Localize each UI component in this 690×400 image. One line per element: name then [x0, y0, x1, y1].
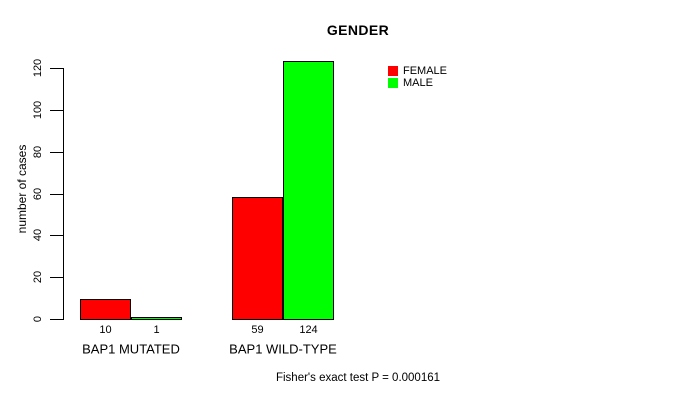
- y-tick-label-0: 0: [32, 315, 44, 323]
- y-tick-0: [50, 319, 63, 320]
- bar-female-bap1-wild-type: [232, 197, 283, 320]
- y-tick-label-80: 80: [32, 145, 44, 159]
- y-tick-80: [50, 152, 63, 153]
- legend-item-female: FEMALE: [388, 65, 447, 77]
- y-tick-60: [50, 194, 63, 195]
- y-tick-20: [50, 277, 63, 278]
- category-label-bap1-mutated: BAP1 MUTATED: [82, 341, 180, 357]
- y-tick-120: [50, 68, 63, 69]
- legend: FEMALE MALE: [388, 65, 447, 89]
- bar-value-male-bap1-mutated: 1: [153, 324, 160, 336]
- bar-value-female-bap1-mutated: 10: [99, 324, 112, 336]
- y-tick-40: [50, 235, 63, 236]
- bar-value-female-bap1-wild-type: 59: [251, 324, 264, 336]
- y-tick-label-60: 60: [32, 187, 44, 201]
- category-label-bap1-wild-type: BAP1 WILD-TYPE: [229, 341, 337, 357]
- y-axis-line: [63, 68, 64, 320]
- bar-male-bap1-mutated: [131, 317, 182, 320]
- legend-item-male: MALE: [388, 77, 447, 89]
- fisher-test-annotation: Fisher's exact test P = 0.000161: [275, 372, 441, 384]
- y-tick-100: [50, 110, 63, 111]
- y-axis-label: number of cases: [15, 144, 29, 234]
- legend-label-female: FEMALE: [403, 65, 448, 77]
- y-tick-label-20: 20: [32, 270, 44, 284]
- legend-label-male: MALE: [403, 77, 433, 89]
- legend-swatch-male: [388, 78, 398, 88]
- y-tick-label-120: 120: [32, 58, 44, 78]
- bar-female-bap1-mutated: [80, 299, 131, 320]
- y-tick-label-40: 40: [32, 228, 44, 242]
- legend-swatch-female: [388, 66, 398, 76]
- y-tick-label-100: 100: [32, 100, 44, 120]
- bar-male-bap1-wild-type: [283, 61, 334, 320]
- bar-value-male-bap1-wild-type: 124: [299, 324, 318, 336]
- chart-title: GENDER: [326, 22, 390, 38]
